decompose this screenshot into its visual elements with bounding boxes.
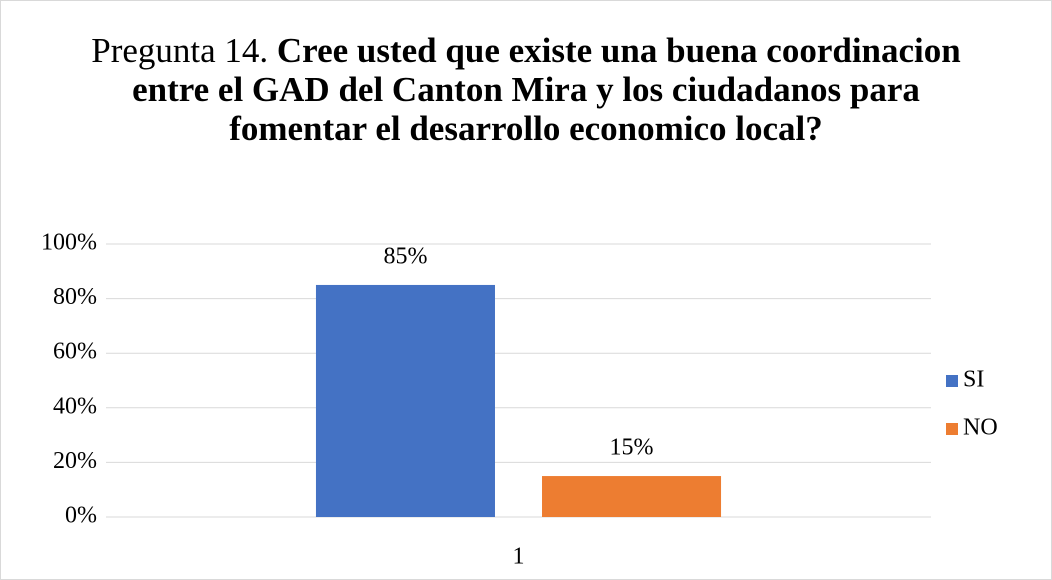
y-tick-label: 20% bbox=[53, 448, 97, 474]
y-tick-label: 80% bbox=[53, 284, 97, 310]
bar bbox=[542, 476, 722, 517]
y-tick-label: 0% bbox=[65, 503, 97, 529]
chart-title: Pregunta 14. Cree usted que existe una b… bbox=[81, 31, 971, 148]
data-label: 85% bbox=[383, 243, 427, 269]
bar bbox=[315, 284, 495, 517]
data-label: 15% bbox=[610, 435, 654, 461]
title-question: Cree usted que existe una buena coordina… bbox=[132, 31, 961, 148]
y-tick-label: 60% bbox=[53, 339, 97, 365]
legend-swatch bbox=[946, 375, 958, 387]
legend-label: SI bbox=[963, 367, 984, 393]
title-prefix: Pregunta 14. bbox=[91, 31, 269, 70]
x-tick-label: 1 bbox=[513, 544, 525, 570]
y-tick-label: 40% bbox=[53, 393, 97, 419]
y-tick-label: 100% bbox=[41, 230, 97, 256]
legend-swatch bbox=[946, 423, 958, 435]
legend-label: NO bbox=[963, 415, 998, 441]
